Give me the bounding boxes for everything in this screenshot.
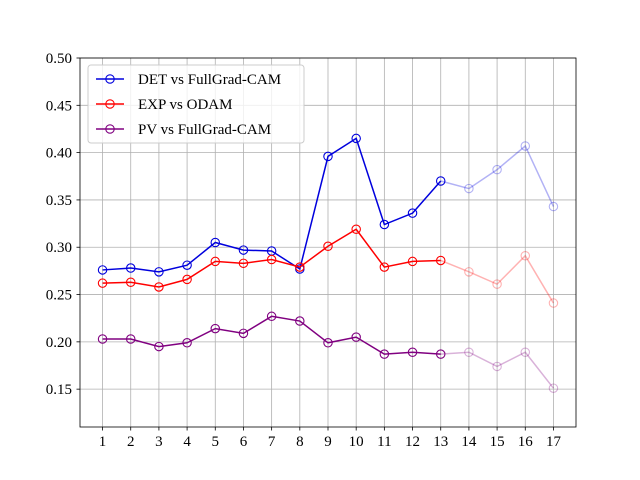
x-tick-label: 1 <box>99 434 107 450</box>
x-tick-label: 16 <box>518 434 534 450</box>
data-point <box>435 255 446 266</box>
data-point <box>182 260 192 270</box>
data-point <box>97 334 108 344</box>
y-tick-label: 0.30 <box>46 240 72 256</box>
x-axis-ticks: 1 2 3 4 5 6 7 8 9 10 11 12 13 14 15 16 17 <box>99 427 562 450</box>
data-point <box>238 258 249 269</box>
x-tick-label: 6 <box>240 434 248 450</box>
data-point <box>407 347 418 358</box>
x-tick-label: 5 <box>212 434 220 450</box>
legend-box <box>87 64 305 144</box>
x-tick-label: 8 <box>296 434 304 450</box>
x-tick-label: 3 <box>155 434 163 450</box>
legend-item: DET vs FullGrad-CAM <box>96 72 281 88</box>
data-point <box>464 267 474 277</box>
data-point <box>125 263 136 273</box>
data-point <box>435 349 446 359</box>
data-point <box>379 262 390 272</box>
data-point <box>492 279 502 289</box>
y-tick-label: 0.15 <box>46 382 72 398</box>
x-tick-label: 10 <box>349 434 364 450</box>
data-point <box>435 176 446 186</box>
series-line-faded <box>440 144 555 207</box>
data-point <box>492 361 502 372</box>
data-point <box>548 298 559 308</box>
data-point <box>97 265 108 275</box>
x-tick-label: 11 <box>377 434 391 450</box>
x-tick-label: 7 <box>268 434 276 450</box>
data-point <box>548 383 559 393</box>
data-point <box>323 151 333 162</box>
y-tick-label: 0.45 <box>46 98 72 114</box>
data-point <box>407 256 418 267</box>
data-point <box>548 201 559 212</box>
data-point <box>182 274 192 285</box>
data-point <box>520 347 531 358</box>
data-point <box>266 254 277 265</box>
legend-marker <box>105 124 115 134</box>
data-point <box>351 224 361 235</box>
data-point <box>154 267 164 277</box>
y-tick-label: 0.20 <box>46 335 72 351</box>
data-point <box>210 237 221 248</box>
data-point <box>238 245 249 255</box>
data-point <box>492 164 502 175</box>
series-line-faded <box>440 254 555 304</box>
data-point <box>464 183 474 194</box>
x-tick-label: 14 <box>461 434 477 450</box>
legend-label: DET vs FullGrad-CAM <box>138 72 281 88</box>
x-tick-label: 9 <box>324 434 332 450</box>
data-point <box>266 311 277 322</box>
series-line <box>102 315 441 355</box>
data-point <box>464 347 474 358</box>
data-point <box>238 328 249 339</box>
y-tick-label: 0.50 <box>46 51 72 67</box>
data-point <box>351 332 361 342</box>
data-point <box>295 316 305 326</box>
series-line <box>102 228 441 288</box>
data-point <box>125 277 136 287</box>
x-tick-label: 17 <box>546 434 562 450</box>
y-tick-label: 0.35 <box>46 193 72 209</box>
series-line-faded <box>440 351 555 389</box>
data-point <box>154 341 164 352</box>
y-tick-label: 0.25 <box>46 288 72 304</box>
data-point <box>323 338 333 348</box>
data-point <box>520 141 531 151</box>
data-point <box>210 323 221 334</box>
data-point <box>182 338 192 348</box>
data-point <box>323 241 333 252</box>
data-point <box>97 278 108 288</box>
series-1 <box>97 133 559 277</box>
x-tick-label: 15 <box>490 434 505 450</box>
x-tick-label: 2 <box>127 434 135 450</box>
data-point <box>295 262 305 272</box>
series-2 <box>97 224 559 308</box>
data-point <box>351 133 361 144</box>
legend-item: PV vs FullGrad-CAM <box>96 122 271 138</box>
data-point <box>210 256 221 267</box>
x-tick-label: 4 <box>183 434 191 450</box>
data-point <box>520 250 531 261</box>
data-point <box>154 282 164 292</box>
series-line <box>102 137 442 273</box>
y-axis-ticks: 0.15 0.20 0.25 0.30 0.35 0.40 0.45 0.50 <box>46 51 80 398</box>
legend-label: PV vs FullGrad-CAM <box>138 122 271 138</box>
x-tick-label: 13 <box>433 434 448 450</box>
legend: DET vs FullGrad-CAM EXP vs ODAM PV vs Full… <box>87 64 305 144</box>
data-point <box>379 349 390 359</box>
data-series <box>97 133 559 393</box>
y-tick-label: 0.40 <box>46 146 72 162</box>
plot-frame <box>79 57 577 428</box>
series-3 <box>97 311 559 393</box>
x-tick-label: 12 <box>405 434 420 450</box>
legend-item: EXP vs ODAM <box>96 97 232 113</box>
data-point <box>379 219 390 230</box>
legend-label: EXP vs ODAM <box>138 97 232 113</box>
legend-marker <box>105 74 115 84</box>
data-point <box>125 334 136 344</box>
data-point <box>407 208 418 218</box>
legend-marker <box>105 99 115 109</box>
